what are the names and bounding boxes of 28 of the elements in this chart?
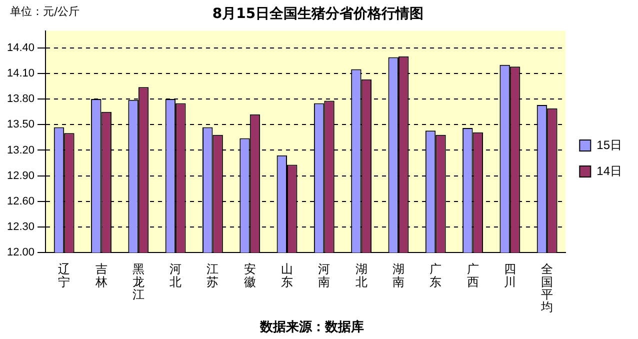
y-tick-label: 14.10 [6, 67, 35, 80]
y-tick-label: 13.80 [6, 93, 35, 106]
y-tick-label: 14.40 [6, 42, 35, 54]
x-tick-label: 广西 [466, 262, 479, 289]
y-tick-label: 12.00 [6, 246, 35, 259]
x-tick-label: 黑龙江 [132, 262, 144, 302]
x-tick-label: 辽宁 [58, 262, 70, 289]
x-tick-label: 河北 [170, 262, 182, 289]
x-tick-label: 全国平均 [540, 262, 554, 314]
y-tick-label: 12.60 [6, 195, 35, 208]
x-tick-label: 安徽 [244, 262, 256, 289]
legend-label: 14日 [596, 164, 622, 178]
x-tick-label: 河南 [318, 262, 330, 289]
source-note: 数据来源：数据库 [260, 318, 364, 336]
x-tick-label: 江苏 [206, 262, 219, 289]
x-tick-label: 湖南 [392, 262, 404, 289]
legend-label: 15日 [596, 138, 622, 152]
x-tick-label: 四川 [504, 262, 516, 289]
x-tick-label: 湖北 [355, 262, 368, 289]
y-tick-label: 13.20 [6, 144, 35, 156]
x-tick-label: 山东 [281, 262, 294, 289]
y-tick-label: 12.30 [6, 221, 35, 234]
y-tick-label: 13.50 [6, 118, 35, 131]
x-tick-label: 吉林 [94, 262, 108, 289]
chart-title: 8月15日全国生猪分省价格行情图 [212, 6, 424, 22]
text: 单位：元/公斤 [10, 4, 80, 19]
x-tick-label: 广东 [430, 262, 442, 289]
y-tick-label: 12.90 [6, 170, 35, 182]
